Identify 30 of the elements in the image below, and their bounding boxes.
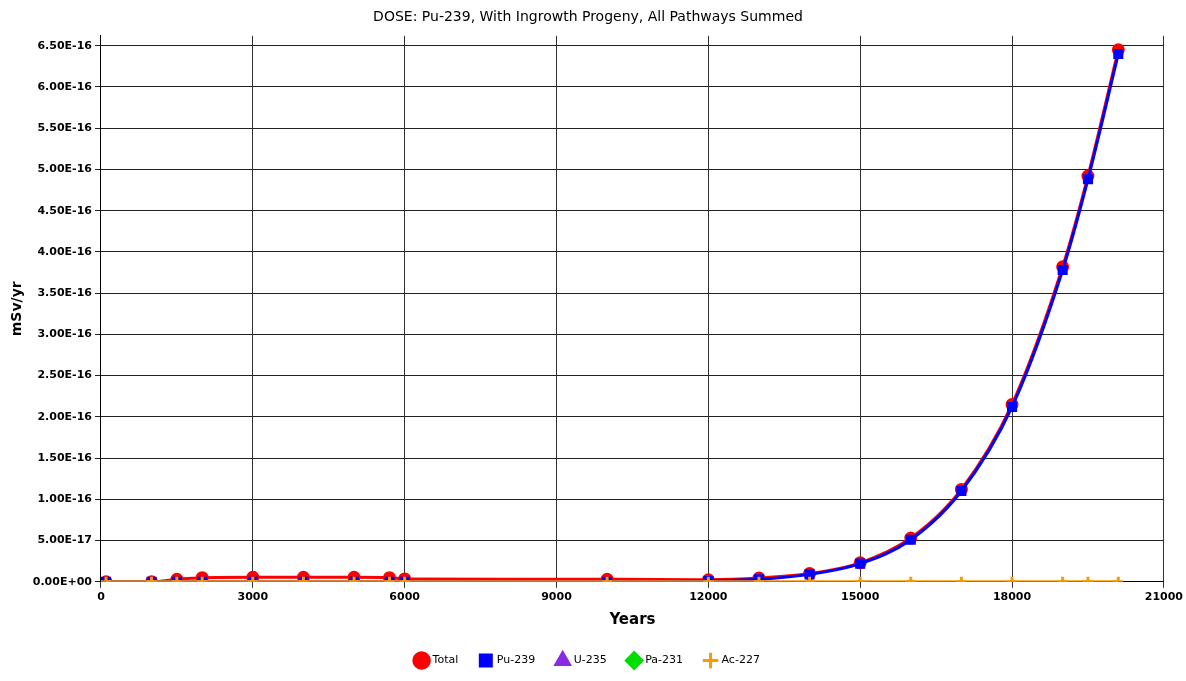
y-tick-label: 2.50E-16 xyxy=(37,368,93,382)
legend-label: Ac-227 xyxy=(721,653,760,667)
legend-label: Pu-239 xyxy=(496,653,536,667)
chart-title: DOSE: Pu-239, With Ingrowth Progeny, All Pathways Summed xyxy=(373,8,803,25)
x-tick-label: 3000 xyxy=(237,590,269,604)
x-axis-title: Years xyxy=(608,609,656,628)
y-tick-label: 5.50E-16 xyxy=(37,121,93,135)
x-tick-label: 12000 xyxy=(689,590,728,604)
y-tick-label: 6.00E-16 xyxy=(37,79,93,93)
y-tick-label: 2.00E-16 xyxy=(37,409,93,423)
y-tick-label: 1.00E-16 xyxy=(37,492,93,506)
legend-label: U-235 xyxy=(573,653,607,667)
y-tick-label: 5.00E-17 xyxy=(37,533,92,547)
x-tick-label: 0 xyxy=(97,590,106,604)
y-tick-label: 4.00E-16 xyxy=(37,244,93,258)
y-tick-label: 5.00E-16 xyxy=(37,162,93,176)
y-tick-label: 3.00E-16 xyxy=(37,327,93,341)
y-tick-label: 3.50E-16 xyxy=(37,285,93,299)
x-tick-label: 15000 xyxy=(841,590,880,604)
y-tick-label: 4.50E-16 xyxy=(37,203,93,217)
y-axis-title: mSv/yr xyxy=(8,281,25,337)
x-tick-label: 9000 xyxy=(541,590,573,604)
legend-label: Total xyxy=(431,653,459,667)
x-tick-label: 18000 xyxy=(992,590,1032,604)
y-tick-label: 6.50E-16 xyxy=(37,38,93,52)
x-tick-label: 21000 xyxy=(1144,590,1184,604)
y-tick-label: 1.50E-16 xyxy=(37,450,93,464)
y-tick-label: 0.00E+00 xyxy=(32,574,93,588)
x-tick-label: 6000 xyxy=(389,590,421,604)
legend-label: Pa-231 xyxy=(645,653,684,667)
